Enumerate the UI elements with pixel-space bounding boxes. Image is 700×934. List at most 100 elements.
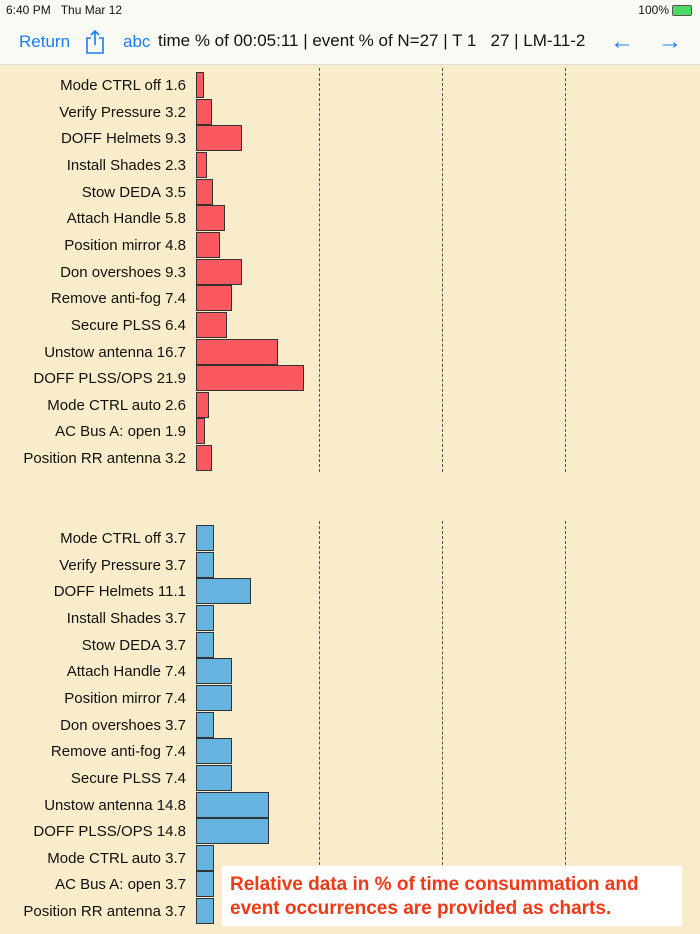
bar-label: AC Bus A: open 1.9 <box>55 423 186 440</box>
category-label: DOFF Helmets <box>60 130 161 148</box>
bar <box>196 525 215 551</box>
status-bar: 6:40 PM Thu Mar 12 100% <box>0 0 700 20</box>
category-label: AC Bus A: open <box>55 423 161 441</box>
bar-label: DOFF PLSS/OPS 14.8 <box>33 823 186 840</box>
chart-row: DOFF Helmets 11.1 <box>0 578 700 605</box>
bar <box>196 205 225 232</box>
bar-label: Position RR antenna 3.7 <box>23 903 186 920</box>
category-label: AC Bus A: open <box>55 876 161 894</box>
value-label: 3.7 <box>165 903 186 921</box>
chart-row: Stow DEDA 3.7 <box>0 631 700 659</box>
value-label: 16.7 <box>156 343 186 361</box>
category-label: Attach Handle <box>66 210 161 228</box>
chart-row: Don overshoes 9.3 <box>0 258 700 286</box>
bar-label: Don overshoes 9.3 <box>60 264 186 281</box>
bar-label: Stow DEDA 3.7 <box>82 637 186 654</box>
share-icon[interactable] <box>85 29 105 55</box>
bar <box>196 604 215 631</box>
category-label: Install Shades <box>66 609 161 627</box>
chart-row: Secure PLSS 6.4 <box>0 311 700 339</box>
value-label: 4.8 <box>165 236 186 254</box>
value-label: 7.4 <box>165 689 186 707</box>
bar <box>196 418 206 445</box>
value-label: 14.8 <box>156 796 186 814</box>
gridline <box>442 68 443 472</box>
chart-row: Position RR antenna 3.7 <box>0 898 700 925</box>
abc-button[interactable]: abc <box>123 32 151 51</box>
bar-label: Secure PLSS 6.4 <box>71 317 186 334</box>
category-label: Remove anti-fog <box>50 743 161 761</box>
bar-label: Stow DEDA 3.5 <box>82 184 186 201</box>
back-arrow-icon[interactable]: ← <box>610 28 634 55</box>
event-percent-chart: Mode CTRL off 3.7 Verify Pressure 3.7 DOFF… <box>0 521 700 925</box>
value-label: 7.4 <box>165 290 186 308</box>
value-label: 3.7 <box>165 876 186 894</box>
bar-label: AC Bus A: open 3.7 <box>55 876 186 893</box>
value-label: 6.4 <box>165 316 186 334</box>
value-label: 7.4 <box>165 663 186 681</box>
category-label: Verify Pressure <box>59 556 161 574</box>
value-label: 21.9 <box>156 370 186 388</box>
bar <box>196 791 269 818</box>
bar-label: Position mirror 7.4 <box>64 690 186 707</box>
overlay-line-2: event occurrences are provided as charts… <box>230 898 612 919</box>
category-label: Position mirror <box>64 689 161 707</box>
value-label: 3.5 <box>165 183 186 201</box>
chart-row: Verify Pressure 3.7 <box>0 551 700 579</box>
bar <box>196 98 212 125</box>
chart-row: Remove anti-fog 7.4 <box>0 285 700 312</box>
value-label: 2.3 <box>165 156 186 174</box>
value-label: 1.9 <box>165 423 186 441</box>
bar-label: Attach Handle 7.4 <box>67 663 186 680</box>
forward-arrow-icon[interactable]: → <box>658 28 682 55</box>
bar-label: DOFF Helmets 9.3 <box>61 130 186 147</box>
bar <box>196 578 251 605</box>
bar-label: Mode CTRL auto 2.6 <box>47 397 186 414</box>
page-title: time % of 00:05:11 | event % of N=27 | T… <box>158 31 586 50</box>
category-label: Unstow antenna <box>44 796 153 814</box>
bar <box>196 631 215 658</box>
bar-label: Unstow antenna 16.7 <box>44 344 186 361</box>
category-label: Mode CTRL auto <box>47 849 161 867</box>
category-label: Mode CTRL auto <box>47 396 161 414</box>
gridline <box>565 68 566 472</box>
value-label: 3.2 <box>165 450 186 468</box>
category-label: Stow DEDA <box>81 636 161 654</box>
time-percent-chart: Mode CTRL off 1.6 Verify Pressure 3.2 DOFF… <box>0 68 700 472</box>
bar <box>196 711 215 738</box>
status-time-text: 6:40 PM <box>6 3 51 17</box>
bar <box>196 72 204 98</box>
bar <box>196 338 279 365</box>
status-date-text: Thu Mar 12 <box>60 3 123 17</box>
bar-label: Secure PLSS 7.4 <box>71 770 186 787</box>
bar <box>196 311 228 338</box>
chart-row: AC Bus A: open 3.7 <box>0 871 700 898</box>
return-button[interactable]: Return <box>19 32 71 51</box>
category-label: Stow DEDA <box>81 183 161 201</box>
value-label: 3.7 <box>165 556 186 574</box>
category-label: Secure PLSS <box>70 769 161 787</box>
category-label: Mode CTRL off <box>60 530 161 547</box>
category-label: Mode CTRL off <box>60 77 161 94</box>
value-label: 5.8 <box>165 210 186 228</box>
category-label: DOFF Helmets <box>53 583 154 601</box>
chart-row: Install Shades 2.3 <box>0 151 700 179</box>
bar <box>196 258 242 285</box>
category-label: Don overshoes <box>60 716 161 734</box>
value-label: 9.3 <box>165 263 186 281</box>
chart-row: Position mirror 4.8 <box>0 231 700 259</box>
category-label: Unstow antenna <box>44 343 153 361</box>
category-label: Verify Pressure <box>59 103 161 121</box>
bar-label: Unstow antenna 14.8 <box>44 797 186 814</box>
chart-row: Install Shades 3.7 <box>0 604 700 632</box>
value-label: 1.6 <box>165 77 186 94</box>
battery-percent: 100% <box>638 3 669 17</box>
gridline <box>565 521 566 925</box>
value-label: 14.8 <box>156 823 186 841</box>
category-label: Install Shades <box>66 156 161 174</box>
bar <box>196 898 215 925</box>
bar <box>196 285 233 312</box>
chart-row: DOFF PLSS/OPS 21.9 <box>0 365 700 392</box>
bar-label: Install Shades 2.3 <box>67 157 186 174</box>
bar <box>196 658 233 685</box>
